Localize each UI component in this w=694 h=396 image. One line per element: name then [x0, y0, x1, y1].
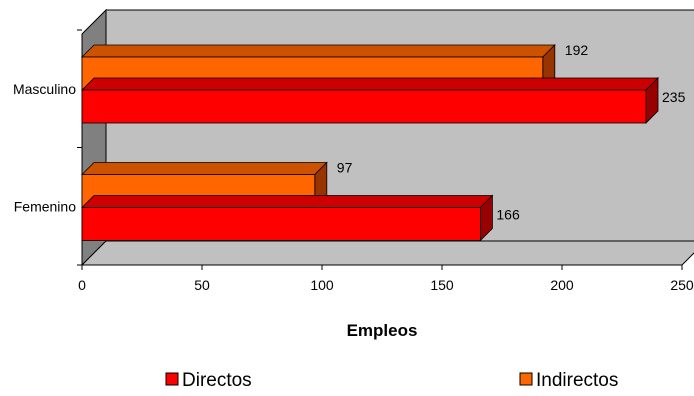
- data-label: 235: [662, 89, 686, 105]
- x-tick-label: 100: [310, 277, 334, 293]
- data-label: 192: [565, 42, 589, 58]
- floor: [80, 240, 694, 266]
- x-tick-label: 50: [194, 277, 210, 293]
- x-tick-label: 200: [550, 277, 574, 293]
- chart-bars: [81, 44, 659, 242]
- bar-directos: [81, 194, 494, 242]
- x-tick-label: 250: [670, 277, 694, 293]
- x-axis-title: Empleos: [347, 321, 418, 340]
- legend-item: Directos: [165, 370, 252, 391]
- legend-item: Indirectos: [519, 370, 618, 391]
- legend: Directos Indirectos: [165, 370, 618, 391]
- bar-directos: [81, 77, 659, 124]
- data-label: 166: [496, 207, 520, 223]
- legend-swatch: [519, 372, 533, 386]
- legend-swatch: [165, 372, 179, 386]
- category-label: Femenino: [14, 198, 76, 214]
- category-label: Masculino: [13, 81, 76, 97]
- legend-label: Directos: [182, 370, 252, 391]
- chart-labels: 97 166 Femenino 192 235 Masculino: [13, 42, 686, 223]
- x-tick-label: 0: [78, 277, 86, 293]
- legend-label: Indirectos: [536, 370, 618, 391]
- data-label: 97: [337, 160, 353, 176]
- x-tick-label: 150: [430, 277, 454, 293]
- chart-axes: 0 50 100 150 200 250: [77, 29, 694, 293]
